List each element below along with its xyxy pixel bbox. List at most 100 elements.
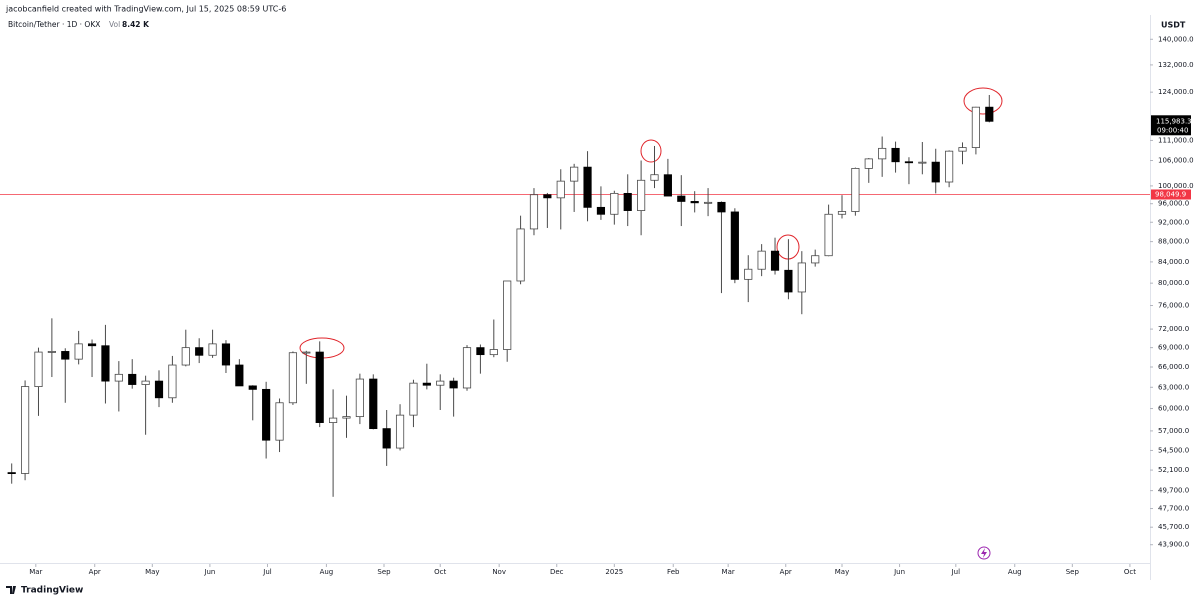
candle-body [650, 174, 659, 181]
x-tick-label: Oct [434, 568, 446, 576]
candle-body [757, 250, 766, 270]
y-tick-label: 72,000.0 [1158, 325, 1189, 333]
candle-body [904, 161, 914, 164]
y-axis-title: USDT [1161, 21, 1186, 30]
y-tick-label: 106,000.0 [1158, 157, 1194, 165]
candle-body [395, 414, 405, 449]
x-tick-label: Dec [550, 568, 564, 576]
candle-body [181, 347, 190, 366]
y-tick-label: 84,000.0 [1158, 258, 1189, 266]
candle-body [851, 167, 860, 212]
y-tick-label: 80,000.0 [1158, 279, 1189, 287]
x-tick-label: May [145, 568, 159, 576]
y-tick-label: 66,000.0 [1158, 363, 1189, 371]
x-tick-label: Aug [320, 568, 334, 576]
x-tick-label: Nov [492, 568, 506, 576]
x-tick-label: 2025 [605, 568, 623, 576]
y-tick-label: 54,500.0 [1158, 446, 1189, 454]
y-tick-label: 96,000.0 [1158, 200, 1189, 208]
y-tick-label: 43,900.0 [1158, 541, 1189, 549]
candle-body [637, 179, 646, 211]
candle-body [985, 106, 994, 122]
x-tick-label: Jun [203, 568, 215, 576]
last-price-label: 115,983.3 [1156, 117, 1192, 125]
candle-body [596, 206, 606, 215]
x-tick-label: May [835, 568, 849, 576]
candle-body [355, 378, 364, 418]
x-tick-label: Oct [1124, 568, 1136, 576]
x-tick-label: Mar [722, 568, 735, 576]
candle-body [462, 347, 472, 389]
candle-body [878, 147, 887, 160]
candle-body [342, 416, 351, 419]
candle-body [476, 347, 485, 356]
y-tick-label: 132,000.0 [1158, 61, 1194, 69]
candle-body [918, 161, 927, 164]
candle-body [329, 417, 338, 423]
candle-body [489, 349, 498, 356]
candle-body [811, 255, 820, 264]
candle-body [34, 351, 43, 387]
candle-body [730, 211, 739, 280]
candle-body [583, 166, 592, 208]
candle-body [315, 351, 324, 423]
volume-label: Vol [109, 20, 120, 29]
candle-body [101, 345, 110, 382]
candle-body [195, 347, 204, 356]
y-tick-label: 47,700.0 [1158, 505, 1189, 513]
footer-brand: TradingView [21, 586, 83, 596]
candle-body [971, 106, 980, 148]
event-icon [977, 546, 991, 560]
y-tick-label: 69,000.0 [1158, 344, 1189, 352]
y-tick-label: 76,000.0 [1158, 302, 1189, 310]
candle-body [382, 428, 391, 449]
candle-body [663, 174, 672, 197]
candle-body [221, 343, 231, 366]
candle-body [369, 378, 378, 430]
credit: jacobcanfield created with TradingView.c… [5, 5, 286, 14]
y-tick-label: 124,000.0 [1158, 88, 1194, 96]
candle-body [248, 385, 257, 390]
volume-value: 8.42 K [122, 20, 150, 29]
x-tick-label: Mar [29, 568, 42, 576]
candle-body [262, 388, 271, 441]
y-tick-label: 57,000.0 [1158, 427, 1189, 435]
y-tick-label: 45,700.0 [1158, 523, 1189, 531]
candle-body [610, 192, 619, 215]
candle-body [543, 194, 552, 199]
candle-body [302, 351, 311, 354]
y-tick-label: 52,100.0 [1158, 466, 1189, 474]
candle-body [529, 194, 539, 230]
candle-body [958, 147, 967, 152]
candle-body [114, 373, 123, 382]
candle-body [864, 158, 873, 169]
candle-body [422, 382, 431, 386]
x-tick-label: Jun [893, 568, 905, 576]
candle-body [47, 351, 56, 353]
y-tick-label: 100,000.0 [1158, 182, 1194, 190]
y-tick-label: 63,000.0 [1158, 383, 1189, 391]
candle-body [235, 364, 244, 387]
x-tick-label: Jul [262, 568, 272, 576]
candle-body [516, 228, 525, 282]
candle-body [623, 192, 632, 211]
candle-body [288, 352, 298, 404]
y-tick-label: 60,000.0 [1158, 405, 1189, 413]
y-tick-label: 92,000.0 [1158, 218, 1189, 226]
candle-body [931, 161, 940, 183]
candle-body [824, 213, 833, 257]
candle-body [128, 373, 137, 385]
candle-body [21, 386, 30, 474]
candle-body [275, 402, 284, 441]
y-tick-label: 49,700.0 [1158, 487, 1189, 495]
candle-body [677, 195, 686, 202]
price-line-label: 98,049.9 [1155, 190, 1186, 198]
candle-body [744, 268, 753, 280]
y-tick-label: 140,000.0 [1158, 35, 1194, 43]
candle-body [436, 380, 445, 386]
x-tick-label: Feb [667, 568, 680, 576]
footer-logo [6, 586, 16, 594]
candle-body [690, 201, 699, 204]
candle-body [770, 250, 780, 271]
